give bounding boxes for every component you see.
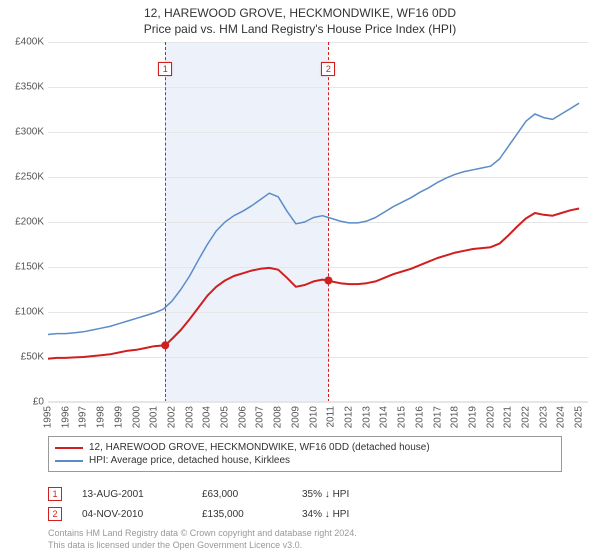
x-tick-label: 1995 [43,406,54,428]
x-tick-label: 1999 [113,406,124,428]
x-tick-label: 2024 [556,406,567,428]
x-tick-label: 2013 [361,406,372,428]
attribution-footer: Contains HM Land Registry data © Crown c… [48,528,357,551]
transaction-date: 13-AUG-2001 [82,489,182,500]
y-tick-label: £100K [15,307,44,318]
legend-entry: HPI: Average price, detached house, Kirk… [55,454,555,467]
series-line-property [48,209,579,359]
x-tick-label: 2001 [149,406,160,428]
transaction-date: 04-NOV-2010 [82,509,182,520]
x-tick-label: 2003 [184,406,195,428]
chart-title: 12, HAREWOOD GROVE, HECKMONDWIKE, WF16 0… [0,0,600,20]
x-tick-label: 2018 [450,406,461,428]
x-tick-label: 2011 [326,406,337,428]
legend-entry: 12, HAREWOOD GROVE, HECKMONDWIKE, WF16 0… [55,441,555,454]
transaction-price: £135,000 [202,509,282,520]
line-series-svg [48,42,588,402]
x-tick-label: 2000 [131,406,142,428]
x-tick-label: 2017 [432,406,443,428]
x-tick-label: 1996 [60,406,71,428]
x-tick-label: 2008 [273,406,284,428]
legend-box: 12, HAREWOOD GROVE, HECKMONDWIKE, WF16 0… [48,436,562,472]
x-tick-label: 2010 [308,406,319,428]
x-tick-label: 2006 [237,406,248,428]
x-tick-label: 2023 [538,406,549,428]
x-tick-label: 2016 [414,406,425,428]
footer-line-1: Contains HM Land Registry data © Crown c… [48,528,357,540]
x-tick-label: 2019 [467,406,478,428]
x-tick-label: 2022 [521,406,532,428]
sale-marker-dot [324,277,332,285]
x-tick-label: 2004 [202,406,213,428]
x-tick-label: 2007 [255,406,266,428]
transaction-marker-box: 1 [48,487,62,501]
x-axis-line [48,401,588,402]
footer-line-2: This data is licensed under the Open Gov… [48,540,357,552]
x-tick-label: 1998 [96,406,107,428]
sale-marker-dot [161,341,169,349]
y-tick-label: £50K [21,352,44,363]
x-tick-label: 2021 [503,406,514,428]
transaction-row: 1 13-AUG-2001 £63,000 35% ↓ HPI [48,484,402,504]
y-tick-label: £200K [15,217,44,228]
y-tick-label: £250K [15,172,44,183]
legend-swatch [55,460,83,462]
y-tick-label: £300K [15,127,44,138]
transaction-row: 2 04-NOV-2010 £135,000 34% ↓ HPI [48,504,402,524]
legend-label: HPI: Average price, detached house, Kirk… [89,455,290,466]
legend-label: 12, HAREWOOD GROVE, HECKMONDWIKE, WF16 0… [89,442,430,453]
chart-subtitle: Price paid vs. HM Land Registry's House … [0,20,600,40]
x-tick-label: 1997 [78,406,89,428]
x-tick-label: 2005 [220,406,231,428]
chart-plot-area: £0£50K£100K£150K£200K£250K£300K£350K£400… [48,42,588,402]
transaction-price: £63,000 [202,489,282,500]
y-tick-label: £400K [15,37,44,48]
legend-swatch [55,447,83,449]
x-tick-label: 2002 [166,406,177,428]
x-tick-label: 2014 [379,406,390,428]
series-line-hpi [48,103,579,334]
y-tick-label: £350K [15,82,44,93]
x-tick-label: 2025 [574,406,585,428]
transactions-table: 1 13-AUG-2001 £63,000 35% ↓ HPI 2 04-NOV-2010… [48,484,402,524]
y-tick-label: £150K [15,262,44,273]
x-tick-label: 2012 [343,406,354,428]
transaction-diff: 34% ↓ HPI [302,509,402,520]
transaction-marker-box: 2 [48,507,62,521]
x-tick-label: 2020 [485,406,496,428]
x-tick-label: 2009 [290,406,301,428]
x-tick-label: 2015 [397,406,408,428]
transaction-diff: 35% ↓ HPI [302,489,402,500]
